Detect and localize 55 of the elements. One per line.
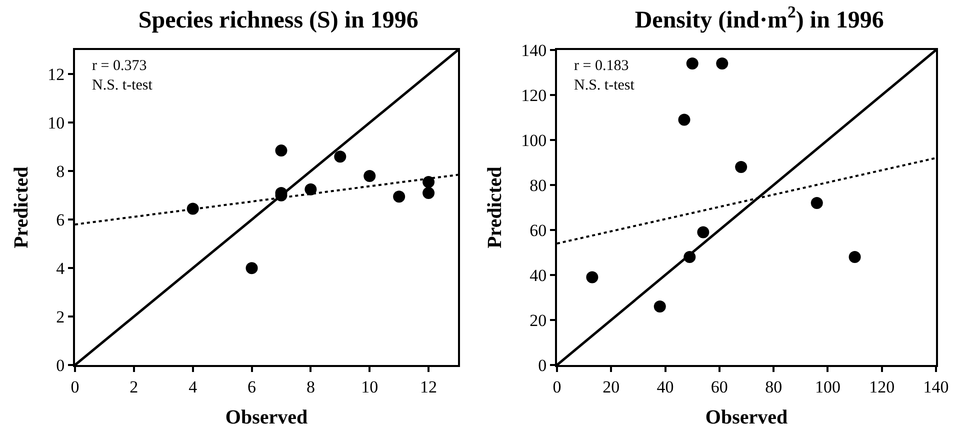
x-axis-title: Observed: [705, 406, 788, 428]
y-tick-label: 6: [56, 210, 65, 230]
y-tick-label: 10: [48, 114, 65, 133]
point: [654, 300, 666, 312]
y-tick-label: 0: [538, 356, 547, 375]
point: [716, 58, 728, 70]
x-tick-label: 140: [923, 377, 949, 396]
y-tick-label: 0: [56, 356, 65, 375]
x-axis-title: Observed: [225, 406, 308, 428]
point: [686, 58, 698, 70]
point: [810, 197, 823, 209]
point: [275, 144, 288, 157]
y-axis-title: Predicted: [484, 166, 506, 248]
x-tick-label: 12: [420, 377, 438, 396]
x-tick-label: 80: [765, 377, 782, 396]
annotation: r = 0.373 N.S. t-test: [92, 58, 154, 94]
chart-title: Density (ind·m$^{2}$) in 1996: [634, 2, 884, 34]
y-tick-label: 8: [56, 162, 65, 182]
x-tick-label: 2: [130, 377, 138, 396]
x-tick-label: 120: [869, 377, 895, 396]
x-tick-label: 0: [552, 377, 562, 396]
point: [393, 190, 406, 203]
x-tick-label: 60: [710, 377, 728, 396]
annotation: r = 0.183 N.S. t-test: [574, 58, 636, 94]
x-tick-label: 0: [70, 377, 80, 396]
x-tick-label: 20: [602, 377, 620, 396]
x-tick-label: 8: [306, 377, 315, 396]
point: [246, 262, 258, 274]
point: [678, 114, 690, 126]
y-tick-label: 140: [521, 40, 547, 60]
point: [848, 251, 861, 263]
y-tick-label: 4: [56, 259, 66, 278]
y-tick-label: 12: [48, 65, 65, 84]
y-tick-label: 40: [530, 266, 547, 285]
point: [422, 176, 435, 188]
x-tick-label: 100: [814, 377, 840, 396]
y-tick-label: 100: [521, 130, 547, 150]
chart-title: Species richness (S) in 1996: [138, 8, 418, 34]
point: [334, 150, 346, 163]
x-tick-label: 40: [656, 377, 674, 396]
point: [735, 161, 748, 173]
y-tick-label: 60: [530, 220, 547, 240]
y-tick-label: 2: [56, 307, 65, 326]
y-axis-title: Predicted: [10, 166, 33, 248]
point: [586, 271, 598, 284]
y-tick-label: 80: [530, 176, 547, 195]
x-tick-label: 6: [248, 377, 256, 396]
point: [364, 170, 376, 182]
point: [422, 186, 435, 199]
y-tick-label: 120: [521, 86, 547, 105]
point: [304, 183, 317, 196]
x-tick-label: 10: [361, 377, 378, 396]
x-tick-label: 4: [188, 377, 198, 396]
point: [697, 226, 710, 238]
y-tick-label: 20: [530, 310, 547, 330]
